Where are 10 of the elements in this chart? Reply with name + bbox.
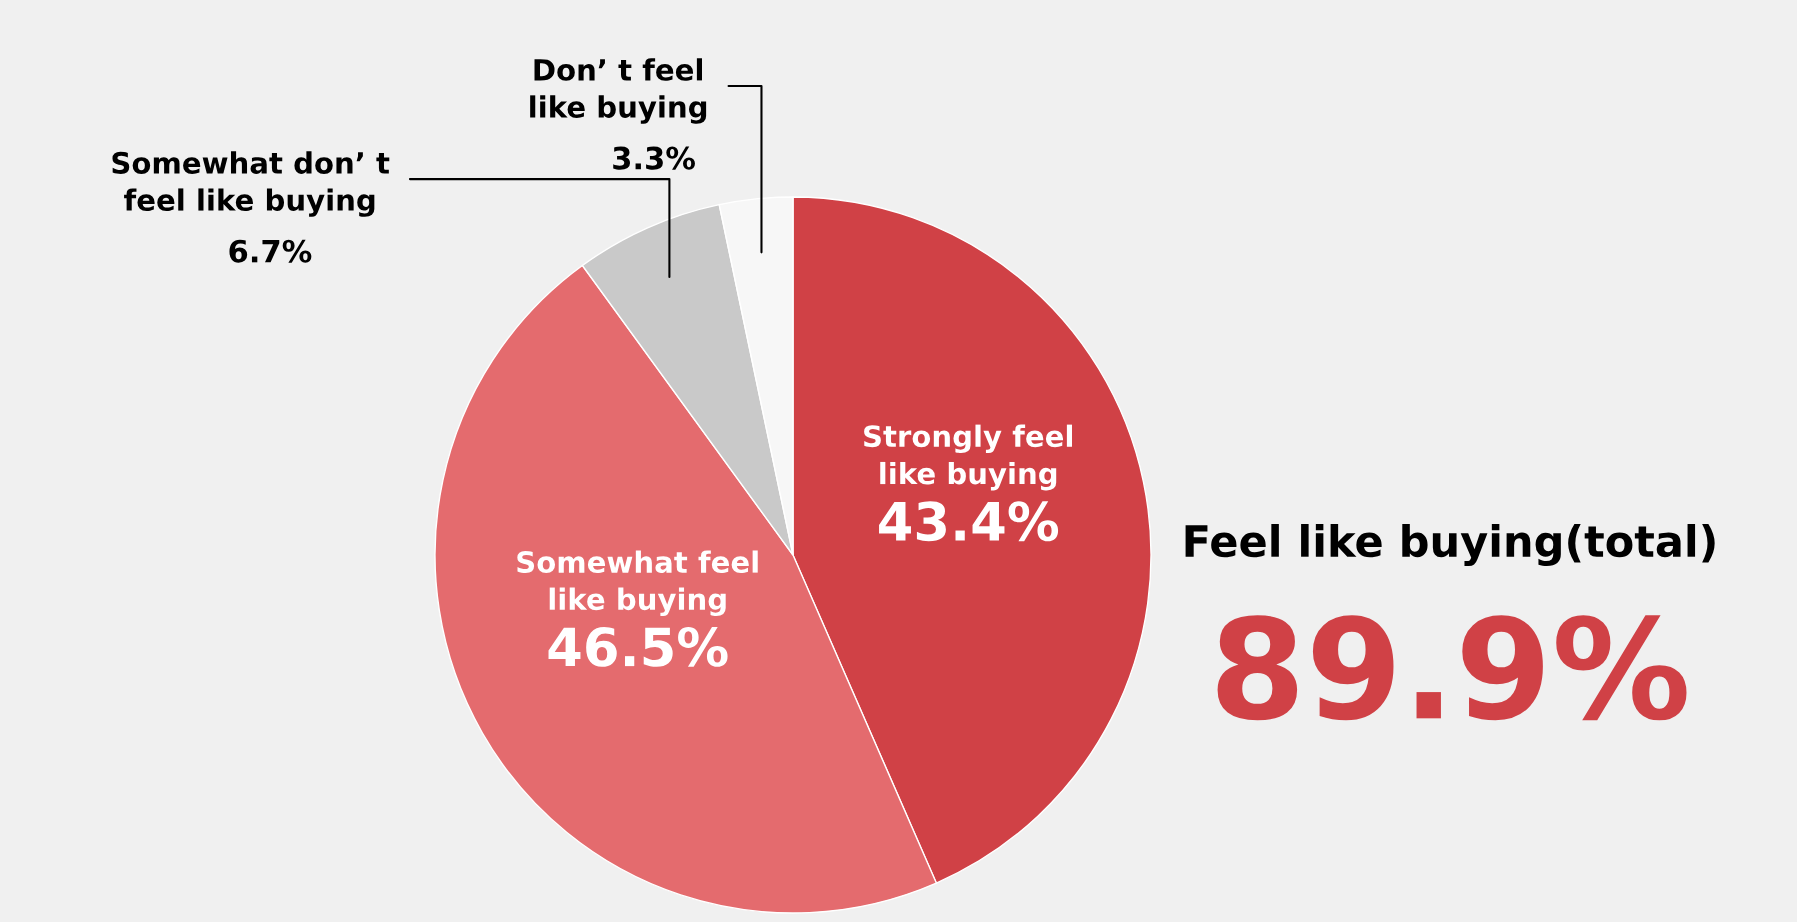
data-label: 46.5%: [548, 626, 728, 667]
slice-label: Somewhat feel like buying: [517, 550, 758, 617]
data-label: 6.7%: [229, 239, 312, 263]
text: Feel like buying(total): [1185, 524, 1715, 566]
slice-label: Somewhat don’ t feel like buying: [112, 151, 390, 217]
data-label: 43.4%: [879, 501, 1059, 542]
text: 89.9%: [1217, 615, 1687, 721]
data-label: 3.3%: [613, 146, 695, 170]
slice-label: Don’ t feel like buying: [530, 58, 707, 124]
slice-label: Strongly feel like buying: [864, 424, 1072, 491]
